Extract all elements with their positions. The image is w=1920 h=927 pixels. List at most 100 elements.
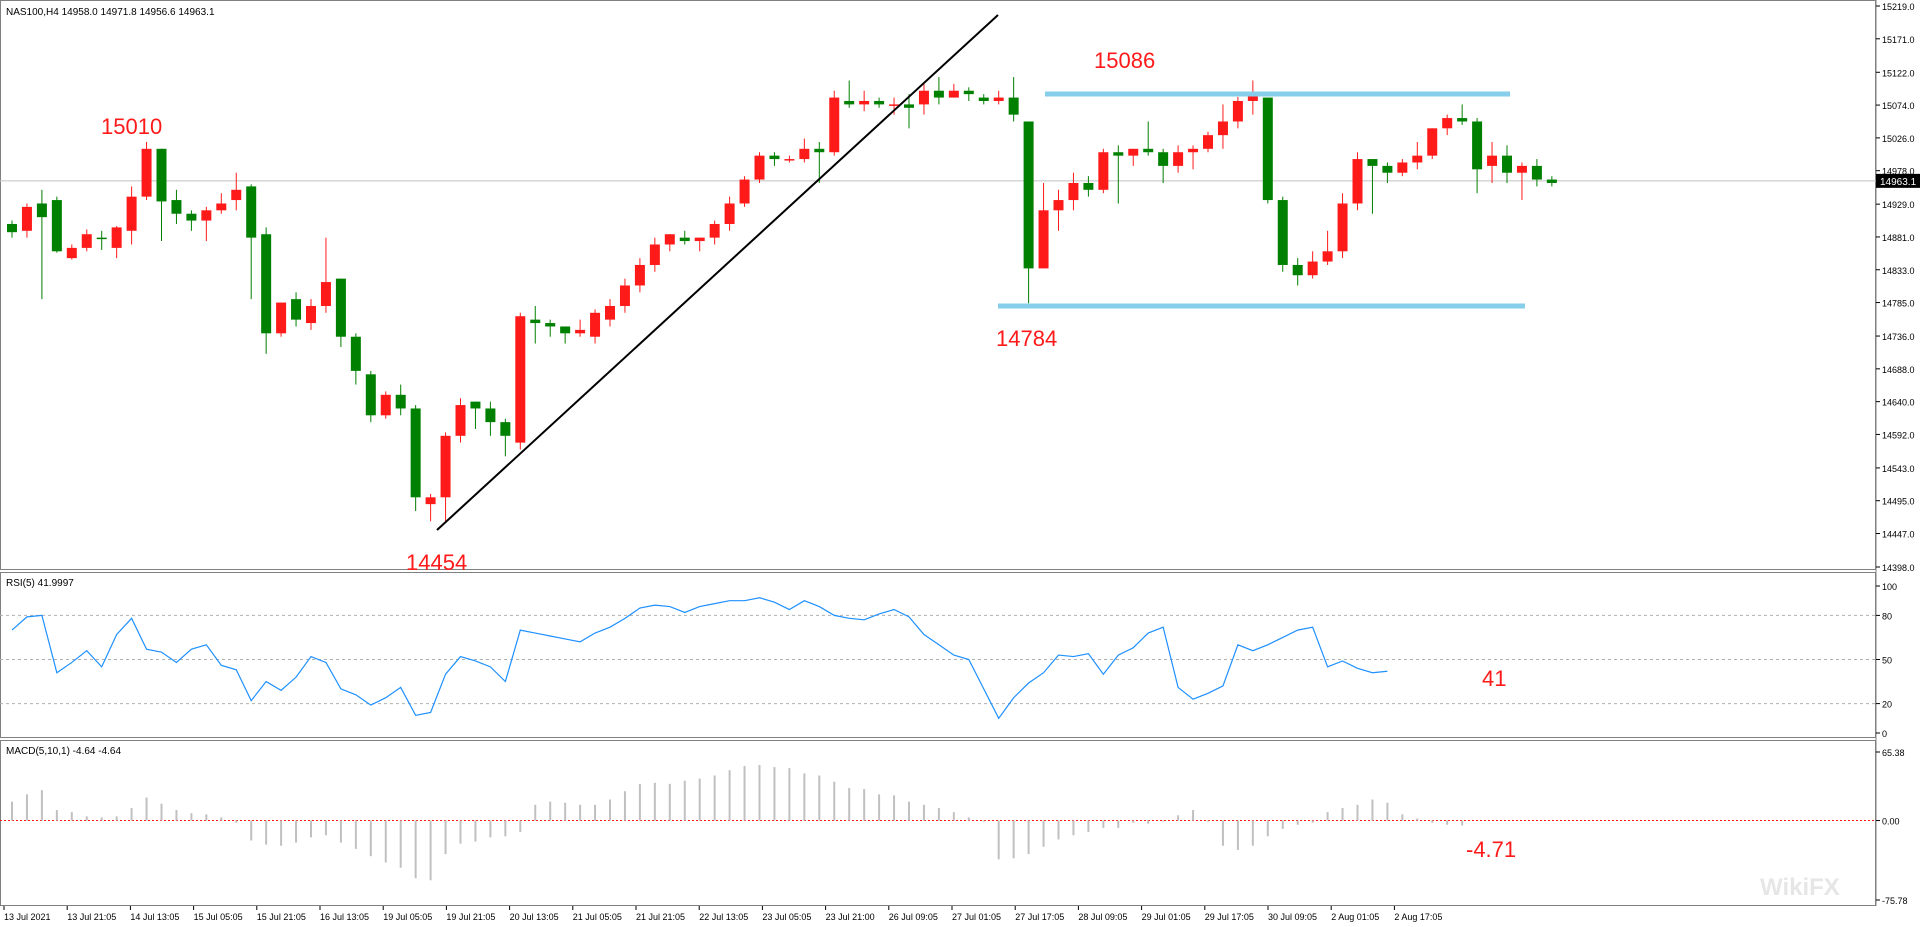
candle (186, 210, 197, 231)
candlesticks (7, 77, 1557, 522)
candle (590, 309, 601, 344)
candle (291, 292, 302, 327)
price-axis: 15219.0 15171.0 15122.0 15074.0 15026.0 14978… (1876, 2, 1915, 573)
time-tick-label: 21 Jul 21:05 (636, 912, 685, 922)
rsi-axis: 100 80 50 20 0 (1876, 582, 1897, 739)
candle (515, 312, 526, 450)
candle (1217, 104, 1228, 149)
candle (1038, 182, 1049, 269)
candle (978, 94, 989, 105)
time-tick-label: 27 Jul 01:05 (952, 912, 1001, 922)
time-tick-label: 14 Jul 13:05 (130, 912, 179, 922)
macd-panel[interactable] (0, 740, 1876, 906)
candle (410, 405, 421, 511)
candle (1247, 80, 1258, 115)
rsi-line (11, 597, 1388, 720)
candle (171, 189, 182, 224)
candle (1277, 196, 1288, 272)
candle (1158, 148, 1169, 183)
candle (1457, 104, 1468, 125)
price-tick-label: 14736.0 (1882, 332, 1915, 342)
candle (784, 155, 795, 163)
candle (634, 258, 645, 293)
candle (66, 244, 77, 260)
candle (904, 94, 914, 129)
candle (1307, 251, 1318, 279)
annotation-15010: 15010 (101, 114, 162, 139)
candle (859, 90, 870, 112)
candle (156, 148, 167, 242)
time-axis: 13 Jul 2021 13 Jul 21:05 14 Jul 13:05 15 Ju… (3, 906, 1442, 922)
candle (993, 90, 1004, 105)
candle (829, 90, 840, 156)
time-tick-label: 20 Jul 13:05 (510, 912, 559, 922)
price-tick-label: 14398.0 (1882, 563, 1915, 573)
price-tick-label: 15171.0 (1882, 35, 1915, 45)
candle (739, 176, 750, 207)
time-tick-label: 29 Jul 17:05 (1205, 912, 1254, 922)
candle (1546, 176, 1557, 187)
candle (276, 302, 287, 337)
candle (1442, 114, 1453, 136)
candle (231, 172, 242, 211)
time-tick-label: 15 Jul 21:05 (257, 912, 306, 922)
candle (455, 398, 466, 443)
candle (1232, 96, 1243, 129)
macd-tick-label: -75.78 (1882, 896, 1908, 906)
rsi-panel[interactable] (0, 572, 1876, 738)
candle (126, 186, 137, 245)
candle (1292, 258, 1303, 286)
candle (1502, 145, 1512, 183)
price-tick-label: 14881.0 (1882, 233, 1915, 243)
candle (679, 230, 690, 245)
price-tick-label: 15026.0 (1882, 134, 1915, 144)
annotation-14784: 14784 (996, 326, 1057, 351)
time-tick-label: 19 Jul 21:05 (446, 912, 495, 922)
rsi-levels (0, 614, 1876, 705)
candle (470, 401, 481, 429)
candle (605, 299, 615, 327)
time-tick-label: 26 Jul 09:05 (889, 912, 938, 922)
price-panel[interactable] (0, 0, 1876, 570)
time-tick-label: 23 Jul 21:00 (826, 912, 875, 922)
rsi-value-label: 41 (1482, 666, 1506, 691)
candle (1053, 189, 1064, 231)
candle (530, 305, 541, 344)
price-panel-title: NAS100,H4 14958.0 14971.8 14956.6 14963.… (6, 7, 215, 18)
candle (51, 196, 62, 253)
candle (619, 278, 630, 313)
time-tick-label: 30 Jul 09:05 (1268, 912, 1317, 922)
annotation-15086: 15086 (1094, 48, 1155, 73)
time-tick-label: 23 Jul 05:05 (762, 912, 811, 922)
candle (21, 203, 32, 238)
trend-line[interactable] (436, 14, 999, 531)
candle (1128, 148, 1139, 166)
candle (1472, 118, 1483, 194)
candle (350, 333, 361, 385)
price-tick-label: 15074.0 (1882, 101, 1915, 111)
candle (1397, 159, 1408, 177)
candle (754, 152, 765, 183)
candle (365, 370, 376, 423)
candle (500, 418, 511, 457)
price-tick-label: 14640.0 (1882, 398, 1915, 408)
candle (1322, 230, 1333, 265)
candle (141, 141, 152, 201)
candle (814, 141, 825, 183)
candle (844, 80, 855, 108)
candle (1068, 172, 1079, 211)
candle (545, 319, 556, 337)
time-tick-label: 16 Jul 13:05 (320, 912, 369, 922)
candle (395, 384, 406, 416)
price-tick-label: 14592.0 (1882, 430, 1915, 440)
rsi-tick-label: 80 (1882, 611, 1892, 621)
candle (111, 226, 122, 259)
price-tick-label: 14833.0 (1882, 266, 1915, 276)
candle (81, 229, 92, 252)
macd-tick-label: 0.00 (1882, 817, 1900, 827)
rsi-tick-label: 100 (1882, 582, 1897, 592)
candle (1008, 77, 1019, 122)
candle (1487, 141, 1498, 183)
current-price-label: 14963.1 (1876, 173, 1920, 188)
